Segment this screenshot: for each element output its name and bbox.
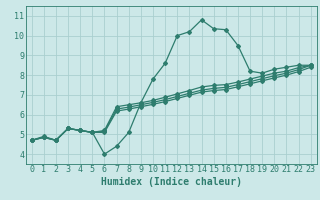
X-axis label: Humidex (Indice chaleur): Humidex (Indice chaleur)	[101, 177, 242, 187]
